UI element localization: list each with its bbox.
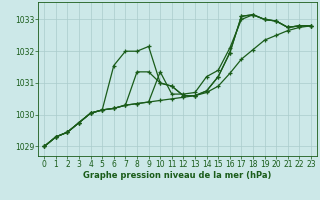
X-axis label: Graphe pression niveau de la mer (hPa): Graphe pression niveau de la mer (hPa): [84, 171, 272, 180]
